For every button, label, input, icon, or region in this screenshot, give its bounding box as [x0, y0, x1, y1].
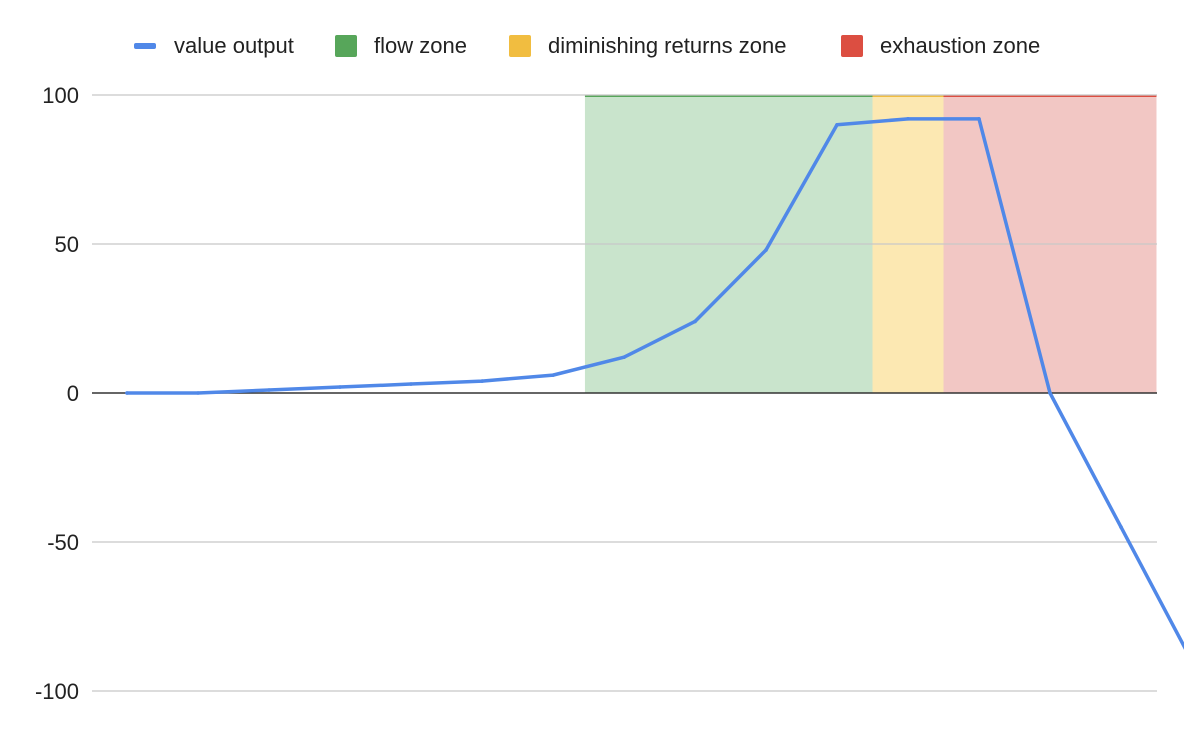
legend-line-swatch	[134, 43, 156, 49]
series-line-0	[125, 117, 1184, 650]
data-point-9	[764, 248, 768, 252]
data-point-13	[1048, 391, 1052, 395]
legend-label: flow zone	[374, 33, 467, 58]
data-point-8	[693, 319, 697, 324]
data-point-0	[125, 391, 129, 395]
legend-swatch	[509, 35, 531, 57]
legend-label: exhaustion zone	[880, 33, 1041, 58]
legend-label: diminishing returns zone	[548, 33, 787, 58]
data-point-5	[480, 379, 484, 383]
y-tick-label-2: 0	[67, 381, 79, 406]
data-point-6	[551, 373, 555, 377]
legend-item-flow-zone[interactable]: flow zone	[335, 31, 467, 61]
data-point-2	[267, 388, 271, 392]
series-layer	[125, 117, 1184, 650]
data-point-7	[622, 355, 626, 360]
legend-swatch	[335, 35, 357, 57]
legend-item-value-output[interactable]: value output	[134, 31, 294, 61]
legend-label: value output	[174, 33, 294, 58]
legend-item-diminishing-returns-zone[interactable]: diminishing returns zone	[509, 31, 786, 61]
data-point-11	[906, 117, 910, 121]
y-tick-label-3: -50	[47, 530, 79, 555]
data-point-14	[1119, 525, 1123, 529]
data-point-10	[835, 123, 839, 127]
data-point-3	[338, 385, 342, 389]
data-point-4	[409, 382, 413, 386]
chart-legend: value output flow zone diminishing retur…	[0, 31, 1184, 61]
data-point-12	[977, 117, 981, 121]
data-point-1	[196, 391, 200, 395]
grid-layer: 100 50 0 -50 -100	[35, 83, 1157, 704]
legend-item-exhaustion-zone[interactable]: exhaustion zone	[841, 31, 1040, 61]
y-tick-label-0: 100	[42, 83, 79, 108]
y-tick-label-1: 50	[55, 232, 79, 257]
y-tick-label-4: -100	[35, 679, 79, 704]
legend-swatch	[841, 35, 863, 57]
